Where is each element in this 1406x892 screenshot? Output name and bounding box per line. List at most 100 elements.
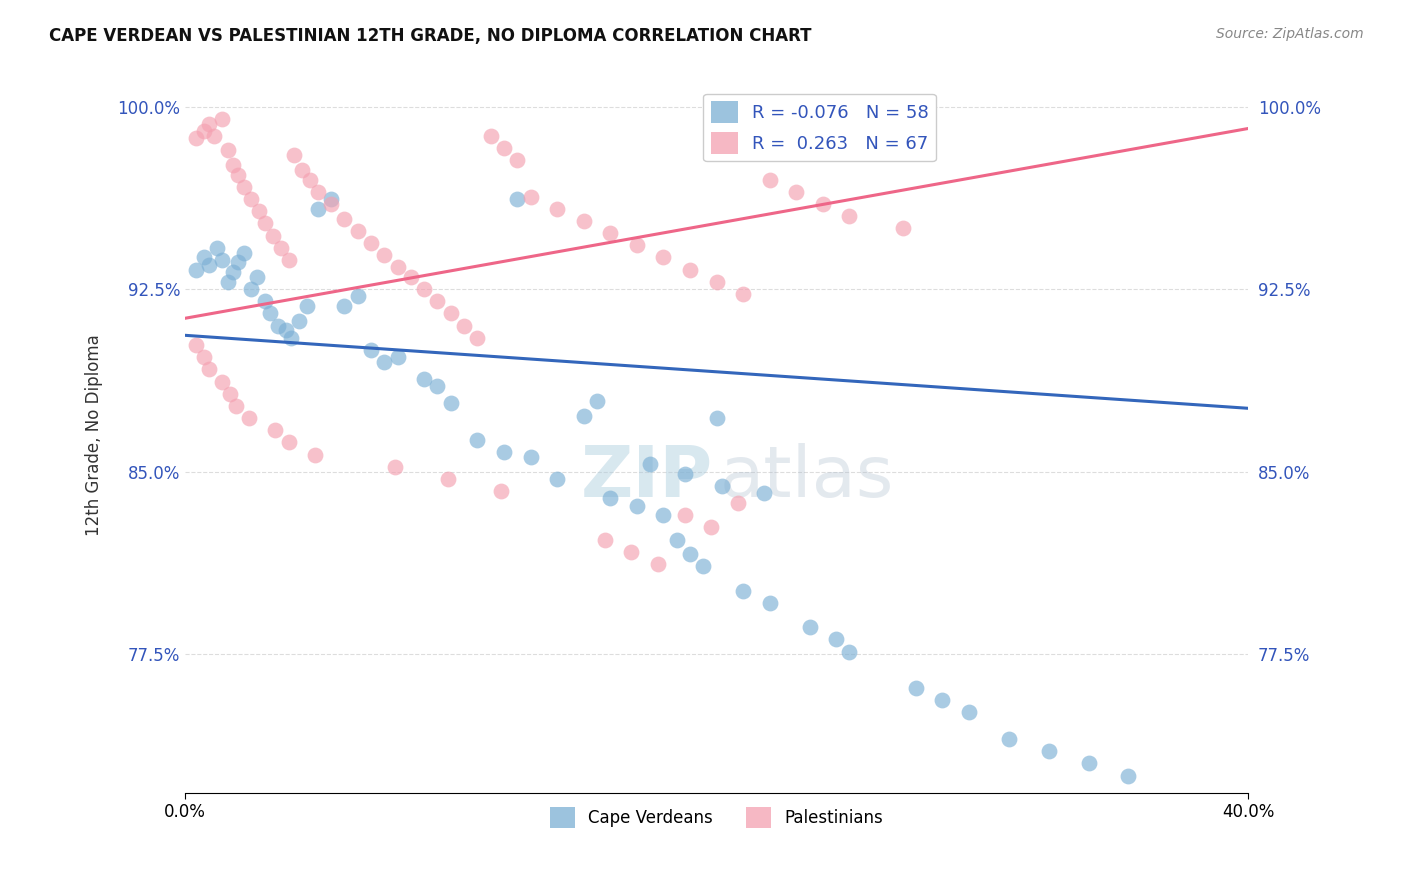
Point [373, 355, 395, 369]
Point [274, 323, 297, 337]
Point [437, 472, 460, 486]
Point [283, 148, 305, 162]
Legend: Cape Verdeans, Palestinians: Cape Verdeans, Palestinians [543, 801, 890, 834]
Point [202, 128, 225, 143]
Point [811, 197, 834, 211]
Point [333, 211, 356, 226]
Point [838, 209, 860, 223]
Point [264, 423, 287, 437]
Point [1038, 744, 1060, 758]
Point [387, 350, 409, 364]
Text: Source: ZipAtlas.com: Source: ZipAtlas.com [1216, 27, 1364, 41]
Point [626, 499, 648, 513]
Point [758, 172, 780, 186]
Point [665, 533, 688, 547]
Point [270, 241, 292, 255]
Point [733, 583, 755, 598]
Point [413, 372, 436, 386]
Point [467, 433, 489, 447]
Point [679, 262, 702, 277]
Point [491, 483, 513, 498]
Point [240, 192, 263, 206]
Point [479, 128, 502, 143]
Point [184, 338, 207, 352]
Point [346, 224, 368, 238]
Point [291, 162, 314, 177]
Point [679, 547, 702, 561]
Point [426, 379, 449, 393]
Point [267, 318, 290, 333]
Point [373, 248, 395, 262]
Point [758, 596, 780, 610]
Point [277, 435, 299, 450]
Point [198, 117, 221, 131]
Point [891, 221, 914, 235]
Point [426, 294, 449, 309]
Point [413, 282, 436, 296]
Point [211, 252, 233, 267]
Point [673, 467, 696, 481]
Y-axis label: 12th Grade, No Diploma: 12th Grade, No Diploma [86, 334, 103, 536]
Point [785, 185, 807, 199]
Point [467, 331, 489, 345]
Point [259, 306, 281, 320]
Point [193, 251, 215, 265]
Point [217, 144, 239, 158]
Point [262, 228, 284, 243]
Point [727, 496, 749, 510]
Point [652, 251, 675, 265]
Point [620, 545, 643, 559]
Point [440, 396, 463, 410]
Point [733, 287, 755, 301]
Point [238, 411, 260, 425]
Point [957, 706, 980, 720]
Point [453, 318, 475, 333]
Point [211, 375, 233, 389]
Point [226, 168, 249, 182]
Point [838, 644, 860, 658]
Point [399, 269, 422, 284]
Point [546, 202, 568, 216]
Point [519, 189, 541, 203]
Point [652, 508, 675, 523]
Point [184, 131, 207, 145]
Point [506, 153, 529, 168]
Point [1118, 769, 1140, 783]
Point [232, 245, 254, 260]
Point [1077, 756, 1099, 771]
Point [198, 258, 221, 272]
Point [599, 491, 621, 506]
Point [253, 294, 276, 309]
Point [546, 472, 568, 486]
Point [246, 269, 269, 284]
Point [321, 197, 343, 211]
Point [193, 124, 215, 138]
Point [638, 457, 661, 471]
Point [222, 158, 245, 172]
Point [193, 350, 215, 364]
Point [304, 448, 326, 462]
Point [492, 445, 515, 459]
Point [184, 262, 207, 277]
Point [387, 260, 409, 275]
Point [321, 192, 343, 206]
Point [346, 289, 368, 303]
Point [360, 343, 382, 357]
Point [217, 275, 239, 289]
Point [706, 411, 728, 425]
Point [673, 508, 696, 523]
Point [360, 235, 382, 250]
Point [219, 386, 242, 401]
Point [706, 275, 728, 289]
Text: atlas: atlas [720, 443, 894, 513]
Point [280, 331, 302, 345]
Point [307, 202, 329, 216]
Point [998, 732, 1021, 747]
Point [440, 306, 463, 320]
Point [572, 214, 595, 228]
Point [904, 681, 927, 695]
Point [692, 559, 714, 574]
Point [232, 180, 254, 194]
Point [222, 265, 245, 279]
Point [253, 216, 276, 230]
